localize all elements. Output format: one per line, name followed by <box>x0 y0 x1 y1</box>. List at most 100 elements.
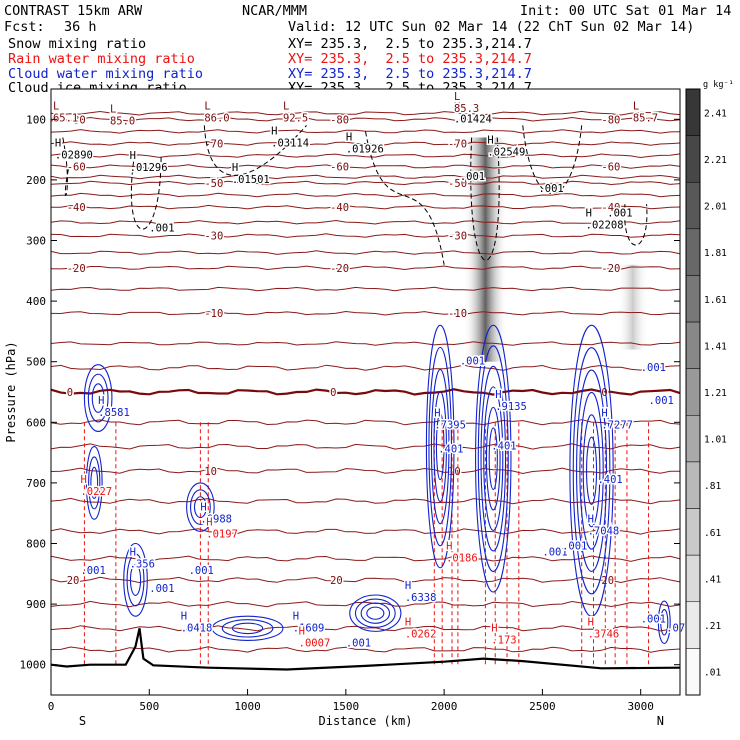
colorbar-label: .41 <box>704 574 721 585</box>
isotherm-line <box>50 250 681 255</box>
isotherm-line <box>50 341 681 346</box>
colorbar-segment <box>685 321 701 369</box>
ice-max-marker: H <box>487 135 493 147</box>
colorbar-label: 1.21 <box>704 388 727 399</box>
cloudwater-max-marker: H <box>130 547 136 559</box>
field-snow-xy: XY= 235.3, 2.5 to 235.3,214.7 <box>288 36 532 52</box>
snow-plume-shading <box>463 137 508 362</box>
contour-label: .001 <box>460 356 485 368</box>
cloud-ice-contour <box>470 137 500 261</box>
isotherm-label: -60 <box>67 162 86 174</box>
cloud-water-contour <box>360 602 391 624</box>
y-tick-label: 800 <box>26 538 46 551</box>
cloud-water-contour <box>582 414 601 528</box>
rain-max-marker: H <box>491 622 497 634</box>
cloud-water-contour <box>366 606 385 620</box>
cloud-water-contour <box>349 594 402 632</box>
isotherm-label: 10 <box>204 466 217 478</box>
cloud-water-contour <box>88 456 101 510</box>
cloud-ice-contours <box>62 125 648 265</box>
isotherm-label: 0 <box>330 387 336 399</box>
cloudwater-max-marker: H <box>434 407 440 419</box>
x-tick-label: 500 <box>139 700 159 713</box>
isotherm-label: -50 <box>204 178 223 190</box>
ice-max-marker: H <box>586 207 592 219</box>
isotherm-label: 20 <box>601 575 614 587</box>
contour-label: .001 <box>542 547 567 559</box>
ice-max-marker: H <box>454 101 460 113</box>
cloud-water-contour <box>569 324 614 617</box>
rain-max-value: .173 <box>491 634 516 646</box>
contour-label: .001 <box>607 207 632 219</box>
colorbar-unit: g kg⁻¹ <box>703 80 734 90</box>
isotherm-line <box>50 129 681 134</box>
plot-frame <box>50 88 681 696</box>
ice-max-value: .01424 <box>454 113 492 125</box>
y-tick-label: 600 <box>26 416 46 429</box>
minimum-value: 85.3 <box>454 103 479 115</box>
isotherm-label: -40 <box>67 202 86 214</box>
isotherm-label: -30 <box>448 231 467 243</box>
ice-max-marker: H <box>346 132 352 144</box>
minimum-value: 85.7 <box>633 112 658 124</box>
ice-max-marker: H <box>55 138 61 150</box>
y-tick-label: 100 <box>26 113 46 126</box>
cloudwater-max-value: .8581 <box>98 407 130 419</box>
colorbar-label: .81 <box>704 481 721 492</box>
isotherm-label: -30 <box>204 231 223 243</box>
contour-label: .001 <box>189 565 214 577</box>
isotherm-line <box>50 141 681 146</box>
colorbar-label: 1.01 <box>704 435 727 446</box>
forecast-hour: 36 h <box>64 19 97 35</box>
colorbar-label: 1.41 <box>704 341 727 352</box>
snow-plume-shading <box>617 264 649 350</box>
cloud-water-contour <box>123 542 148 617</box>
cloud-water-contour <box>475 324 512 593</box>
isotherm-label: -80 <box>67 114 86 126</box>
rain-max-value: .0186 <box>446 553 478 565</box>
colorbar-segment <box>685 461 701 509</box>
cloud-water-contour <box>485 406 501 511</box>
field-rain-xy: XY= 235.3, 2.5 to 235.3,214.7 <box>288 51 532 67</box>
init-time: Init: 00 UTC Sat 01 Mar 14 <box>520 3 732 19</box>
endpoint-left-label: S <box>79 714 86 728</box>
colorbar-segment <box>685 135 701 183</box>
cloud-water-contour <box>221 619 274 638</box>
cloud-water-contour <box>576 369 608 573</box>
x-tick-label: 1000 <box>234 700 261 713</box>
rain-max-marker: H <box>206 516 212 528</box>
cloud-water-contour <box>91 383 105 413</box>
cloud-water-contour <box>579 391 604 550</box>
isotherm-line <box>50 497 681 505</box>
isotherm-label: -60 <box>330 162 349 174</box>
isotherm-line <box>50 180 681 186</box>
minimum-value: 85.0 <box>110 115 135 127</box>
cloudwater-max-marker: H <box>293 610 299 622</box>
isotherm-line <box>50 646 681 653</box>
colorbar-label: 2.21 <box>704 155 727 166</box>
cloud-water-contour <box>483 386 504 531</box>
isotherm-line <box>50 364 681 371</box>
minimum-value: 86.0 <box>204 112 229 124</box>
isotherm-label: -70 <box>204 139 223 151</box>
rain-max-marker: H <box>588 616 594 628</box>
rain-max-value: .0007 <box>299 638 331 650</box>
x-tick-label: 3000 <box>627 700 654 713</box>
cloud-water-contour <box>428 346 453 547</box>
cloud-water-contour <box>480 365 507 552</box>
cloud-water-contour <box>129 563 142 596</box>
isotherm-line <box>50 192 681 198</box>
minimum-marker: L <box>53 100 59 112</box>
cloud-water-contour <box>657 600 671 645</box>
colorbar-label: 1.81 <box>704 248 727 259</box>
y-tick-label: 400 <box>26 295 46 308</box>
cloud-water-contour <box>90 466 99 500</box>
y-tick-label: 300 <box>26 235 46 248</box>
contour-label: .001 <box>641 613 666 625</box>
minimum-marker: L <box>110 103 116 115</box>
rain-max-value: .3746 <box>588 628 620 640</box>
cloudwater-max-value: .6988 <box>200 513 232 525</box>
cloudwater-max-marker: H <box>200 501 206 513</box>
isotherm-label: -50 <box>448 178 467 190</box>
